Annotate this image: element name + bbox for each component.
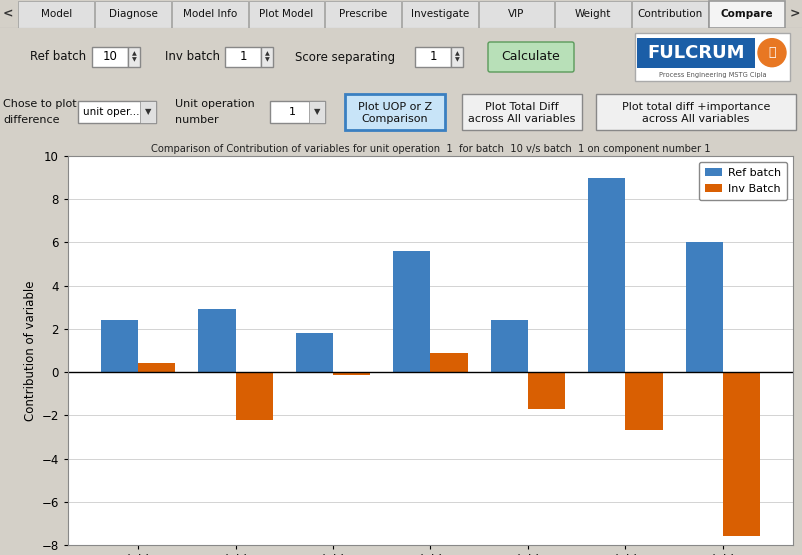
FancyBboxPatch shape <box>309 101 325 123</box>
Text: Ref batch: Ref batch <box>30 51 86 63</box>
Bar <box>588 178 625 372</box>
Y-axis label: Contribution of variable: Contribution of variable <box>24 280 38 421</box>
Text: Plot Total Diff: Plot Total Diff <box>484 102 558 112</box>
FancyBboxPatch shape <box>415 47 451 67</box>
FancyBboxPatch shape <box>269 101 325 123</box>
FancyBboxPatch shape <box>708 1 784 28</box>
Text: Unit operation: Unit operation <box>175 99 254 109</box>
Text: number: number <box>175 115 218 125</box>
Text: ▲: ▲ <box>265 52 269 57</box>
FancyBboxPatch shape <box>478 1 553 28</box>
Text: ▲: ▲ <box>132 52 136 57</box>
FancyBboxPatch shape <box>595 94 795 130</box>
Text: ▲: ▲ <box>454 52 459 57</box>
Bar <box>138 364 175 372</box>
FancyBboxPatch shape <box>461 94 581 130</box>
Text: ▼: ▼ <box>314 108 320 117</box>
FancyBboxPatch shape <box>95 1 171 28</box>
Bar <box>490 320 528 372</box>
Text: Comparison: Comparison <box>361 114 427 124</box>
Text: Weight: Weight <box>574 9 610 19</box>
Text: Calculate: Calculate <box>501 51 560 63</box>
Text: 1: 1 <box>239 51 246 63</box>
Text: Process Engineering MSTG Cipla: Process Engineering MSTG Cipla <box>658 72 765 78</box>
Bar <box>101 320 138 372</box>
Bar <box>235 372 272 420</box>
FancyBboxPatch shape <box>225 47 261 67</box>
FancyBboxPatch shape <box>249 1 324 28</box>
Text: 1: 1 <box>429 51 436 63</box>
Circle shape <box>757 39 785 67</box>
Text: ▼: ▼ <box>132 58 136 63</box>
Text: ▼: ▼ <box>454 58 459 63</box>
Text: Investigate: Investigate <box>410 9 468 19</box>
Text: 10: 10 <box>103 51 117 63</box>
Text: ▼: ▼ <box>265 58 269 63</box>
FancyBboxPatch shape <box>345 94 444 130</box>
Text: across All variables: across All variables <box>468 114 575 124</box>
Bar <box>296 333 333 372</box>
Bar <box>198 310 235 372</box>
Text: across All variables: across All variables <box>642 114 749 124</box>
FancyBboxPatch shape <box>140 101 156 123</box>
Text: Score separating: Score separating <box>294 51 395 63</box>
Text: Chose to plot: Chose to plot <box>3 99 76 109</box>
FancyBboxPatch shape <box>172 1 247 28</box>
Text: Compare: Compare <box>719 9 772 19</box>
Text: ▼: ▼ <box>144 108 151 117</box>
Text: Model Info: Model Info <box>182 9 237 19</box>
Text: >: > <box>788 8 800 21</box>
Text: Plot total diff +importance: Plot total diff +importance <box>621 102 769 112</box>
FancyBboxPatch shape <box>325 1 400 28</box>
Text: difference: difference <box>3 115 59 125</box>
FancyBboxPatch shape <box>78 101 156 123</box>
FancyBboxPatch shape <box>555 1 630 28</box>
FancyBboxPatch shape <box>128 47 140 67</box>
Text: <: < <box>2 8 14 21</box>
Bar <box>722 372 759 536</box>
Text: Contribution: Contribution <box>637 9 702 19</box>
Text: FULCRUM: FULCRUM <box>646 44 743 62</box>
Text: ⛷: ⛷ <box>768 46 775 59</box>
Text: unit oper...: unit oper... <box>83 107 139 117</box>
Text: Prescribe: Prescribe <box>338 9 387 19</box>
FancyBboxPatch shape <box>92 47 128 67</box>
Title: Comparison of Contribution of variables for unit operation  1  for batch  10 v/s: Comparison of Contribution of variables … <box>151 144 710 154</box>
Bar <box>625 372 662 431</box>
FancyBboxPatch shape <box>261 47 273 67</box>
Bar <box>528 372 565 409</box>
Text: Diagnose: Diagnose <box>108 9 157 19</box>
Text: VIP: VIP <box>508 9 524 19</box>
FancyBboxPatch shape <box>488 42 573 72</box>
Bar <box>685 243 722 372</box>
FancyBboxPatch shape <box>636 38 754 68</box>
Bar <box>393 251 430 372</box>
Text: 1: 1 <box>288 107 295 117</box>
Text: Model: Model <box>41 9 72 19</box>
Text: Plot Model: Plot Model <box>259 9 314 19</box>
FancyBboxPatch shape <box>18 1 94 28</box>
FancyBboxPatch shape <box>402 1 477 28</box>
FancyBboxPatch shape <box>631 1 707 28</box>
Bar <box>333 372 370 375</box>
Legend: Ref batch, Inv Batch: Ref batch, Inv Batch <box>698 162 787 200</box>
Text: Plot UOP or Z: Plot UOP or Z <box>358 102 431 112</box>
FancyBboxPatch shape <box>451 47 463 67</box>
Bar <box>430 352 467 372</box>
FancyBboxPatch shape <box>634 33 789 81</box>
Text: Inv batch: Inv batch <box>164 51 220 63</box>
